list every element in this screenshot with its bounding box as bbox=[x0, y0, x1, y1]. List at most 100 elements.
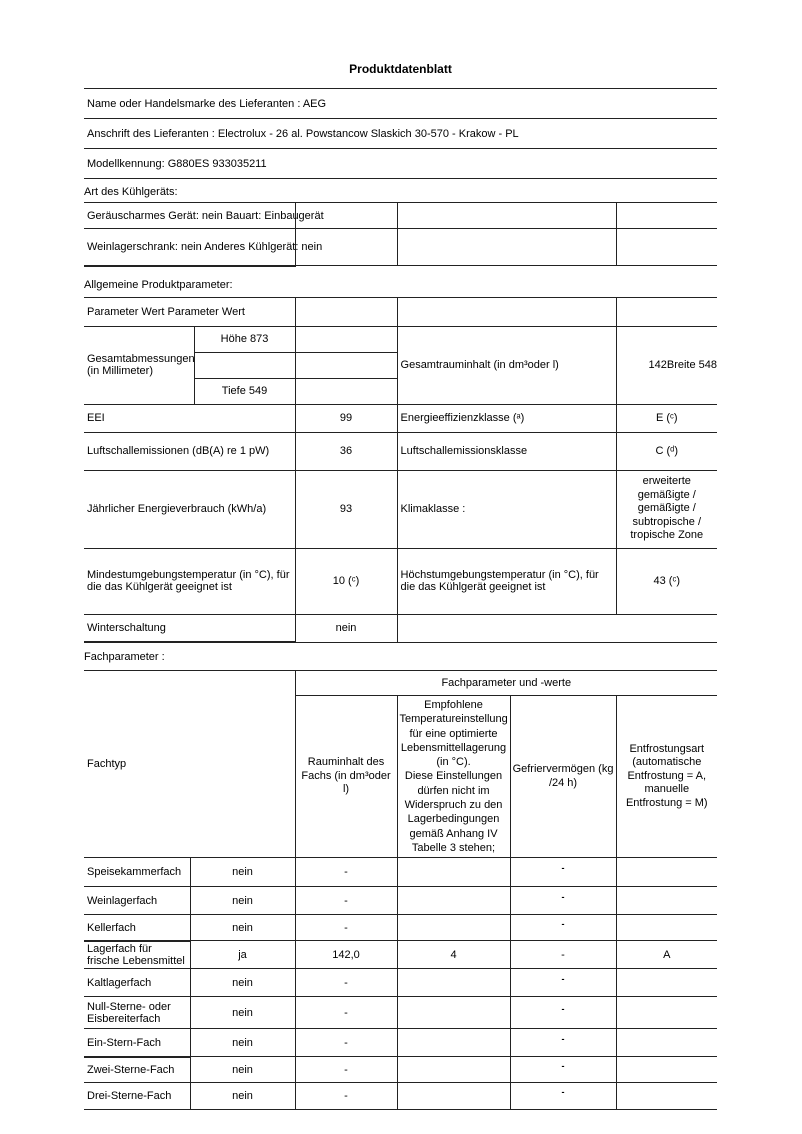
entfrostung-cell bbox=[615, 886, 718, 916]
temp-cell bbox=[396, 857, 511, 888]
empty-cell bbox=[294, 296, 398, 327]
temp-cell: 4 bbox=[396, 940, 511, 970]
fachtyp-cell: Null-Sterne- oder Eisbereiterfach bbox=[84, 996, 191, 1030]
present-cell: nein bbox=[189, 968, 296, 998]
table-row: Weinlagerfach nein - - bbox=[84, 886, 718, 916]
rauminhalt-cell: - bbox=[294, 968, 398, 998]
gefrier-cell: - bbox=[509, 996, 617, 1030]
table-row: Anschrift des Lieferanten : Electrolux -… bbox=[84, 118, 717, 149]
fachtyp-cell: Weinlagerfach bbox=[84, 886, 191, 916]
present-cell: ja bbox=[189, 940, 296, 970]
section-label-fachparameter: Fachparameter : bbox=[84, 651, 165, 663]
fachparameter-group-header-cell: Fachparameter und -werte bbox=[294, 670, 718, 696]
rauminhalt-cell: - bbox=[294, 886, 398, 916]
fachparameter-table: Fachtyp Fachparameter und -werte Rauminh… bbox=[84, 669, 718, 1111]
supplier-info-table: Name oder Handelsmarke des Lieferanten :… bbox=[84, 88, 717, 179]
gefrier-cell: - bbox=[509, 1082, 617, 1111]
table-row: Luftschallemissionen (dB(A) re 1 pW) 36 … bbox=[84, 431, 718, 471]
allgemeine-parameter-table: Parameter Wert Parameter Wert Gesamtabme… bbox=[84, 296, 718, 643]
fachtyp-cell: Speisekammerfach bbox=[84, 857, 191, 888]
hoechsttemperatur-value-cell: 43 (ᶜ) bbox=[615, 547, 718, 615]
table-row: Winterschaltung nein bbox=[84, 613, 718, 643]
fachtyp-header-cell: Fachtyp bbox=[84, 669, 296, 859]
empty-cell bbox=[396, 613, 718, 643]
table-row: Null-Sterne- oder Eisbereiterfach nein -… bbox=[84, 996, 718, 1030]
table-row: Geräuscharmes Gerät: nein Bauart: Einbau… bbox=[84, 202, 717, 229]
table-row: Jährlicher Energieverbrauch (kWh/a) 93 K… bbox=[84, 469, 718, 549]
entfrostung-cell bbox=[615, 968, 718, 998]
table-row: Zwei-Sterne-Fach nein - - bbox=[84, 1056, 718, 1084]
present-cell: nein bbox=[189, 1028, 296, 1058]
gesamtabmessungen-label-cell: Gesamtabmessungen (in Millimeter) bbox=[84, 325, 195, 405]
winterschaltung-value-cell: nein bbox=[294, 613, 398, 643]
temp-cell bbox=[396, 886, 511, 916]
energieverbrauch-value-cell: 93 bbox=[294, 469, 398, 549]
entfrostungsart-header-cell: Entfrostungsart (automatische Entfrostun… bbox=[615, 694, 718, 859]
section-label-art: Art des Kühlgeräts: bbox=[84, 186, 178, 198]
parameter-header-cell: Parameter Wert Parameter Wert bbox=[84, 296, 296, 327]
gefrier-cell: - bbox=[509, 886, 617, 916]
weinlagerschrank-cell: Weinlagerschrank: nein Anderes Kühlgerät… bbox=[84, 228, 322, 267]
rauminhalt-cell: - bbox=[294, 1082, 398, 1111]
present-cell: nein bbox=[189, 1056, 296, 1084]
empty-cell bbox=[294, 377, 398, 405]
mindesttemperatur-value-cell: 10 (ᶜ) bbox=[294, 547, 398, 615]
fachtyp-cell: Kellerfach bbox=[84, 914, 191, 942]
rauminhalt-cell: - bbox=[294, 1028, 398, 1058]
gesamtrauminhalt-label-cell: Gesamtrauminhalt (in dm³oder l) bbox=[396, 325, 617, 405]
gefrier-cell: - bbox=[509, 857, 617, 888]
mindesttemperatur-label-cell: Mindestumgebungstemperatur (in °C), für … bbox=[84, 547, 296, 615]
entfrostung-cell bbox=[615, 996, 718, 1030]
gefrier-cell: - bbox=[509, 914, 617, 942]
gefrier-cell: - bbox=[509, 1056, 617, 1084]
luftschallklasse-label-cell: Luftschallemissionsklasse bbox=[396, 431, 617, 471]
table-row: Parameter Wert Parameter Wert bbox=[84, 296, 718, 327]
table-row: Rauminhalt des Fachs (in dm³oder l) Empf… bbox=[84, 694, 718, 859]
eei-value-cell: 99 bbox=[294, 403, 398, 433]
present-cell: nein bbox=[189, 996, 296, 1030]
table-row: Weinlagerschrank: nein Anderes Kühlgerät… bbox=[84, 228, 717, 267]
table-row: Speisekammerfach nein - - bbox=[84, 857, 718, 888]
energieeffizienzklasse-value-cell: E (ᶜ) bbox=[615, 403, 718, 433]
klimaklasse-value-cell: erweiterte gemäßigte / gemäßigte / subtr… bbox=[615, 469, 718, 549]
gefrier-cell: - bbox=[509, 1028, 617, 1058]
gefrier-cell: - bbox=[509, 968, 617, 998]
tiefe-cell: Tiefe 549 bbox=[194, 377, 296, 405]
empty-cell bbox=[396, 202, 617, 229]
fachtyp-cell: Drei-Sterne-Fach bbox=[84, 1082, 191, 1111]
table-row: EEI 99 Energieeffizienzklasse (ᵃ) E (ᶜ) bbox=[84, 403, 718, 433]
present-cell: nein bbox=[189, 914, 296, 942]
gefrier-cell: - bbox=[509, 940, 617, 970]
empty-cell bbox=[396, 228, 617, 266]
energieverbrauch-label-cell: Jährlicher Energieverbrauch (kWh/a) bbox=[84, 469, 296, 549]
table-row: Kaltlagerfach nein - - bbox=[84, 968, 718, 998]
eei-label-cell: EEI bbox=[84, 403, 296, 433]
model-id-cell: Modellkennung: G880ES 933035211 bbox=[84, 148, 717, 179]
energieeffizienzklasse-label-cell: Energieeffizienzklasse (ᵃ) bbox=[396, 403, 617, 433]
luftschall-value-cell: 36 bbox=[294, 431, 398, 471]
geraeuscharm-bauart-cell: Geräuscharmes Gerät: nein Bauart: Einbau… bbox=[84, 202, 324, 229]
luftschallklasse-value-cell: C (ᵈ) bbox=[615, 431, 718, 471]
fachtyp-cell: Zwei-Sterne-Fach bbox=[84, 1056, 191, 1084]
supplier-address-cell: Anschrift des Lieferanten : Electrolux -… bbox=[84, 118, 717, 149]
art-table: Geräuscharmes Gerät: nein Bauart: Einbau… bbox=[84, 202, 717, 267]
entfrostung-cell bbox=[615, 1056, 718, 1084]
temp-cell bbox=[396, 1056, 511, 1084]
table-row: Drei-Sterne-Fach nein - - bbox=[84, 1082, 718, 1111]
empty-cell bbox=[615, 228, 717, 266]
hoechsttemperatur-label-cell: Höchstumgebungstemperatur (in °C), für d… bbox=[396, 547, 617, 615]
section-label-allgemein: Allgemeine Produktparameter: bbox=[84, 278, 233, 291]
rauminhalt-header-cell: Rauminhalt des Fachs (in dm³oder l) bbox=[295, 694, 398, 859]
temp-cell bbox=[396, 996, 511, 1030]
rauminhalt-cell: 142,0 bbox=[294, 940, 398, 970]
empty-cell bbox=[396, 296, 617, 327]
table-row: Mindestumgebungstemperatur (in °C), für … bbox=[84, 547, 718, 615]
entfrostung-cell bbox=[615, 1028, 718, 1058]
temp-cell bbox=[396, 1028, 511, 1058]
empty-cell bbox=[615, 296, 718, 327]
luftschall-label-cell: Luftschallemissionen (dB(A) re 1 pW) bbox=[84, 431, 296, 471]
empty-cell bbox=[294, 325, 398, 353]
empty-cell bbox=[615, 202, 717, 229]
rauminhalt-cell: - bbox=[294, 857, 398, 888]
